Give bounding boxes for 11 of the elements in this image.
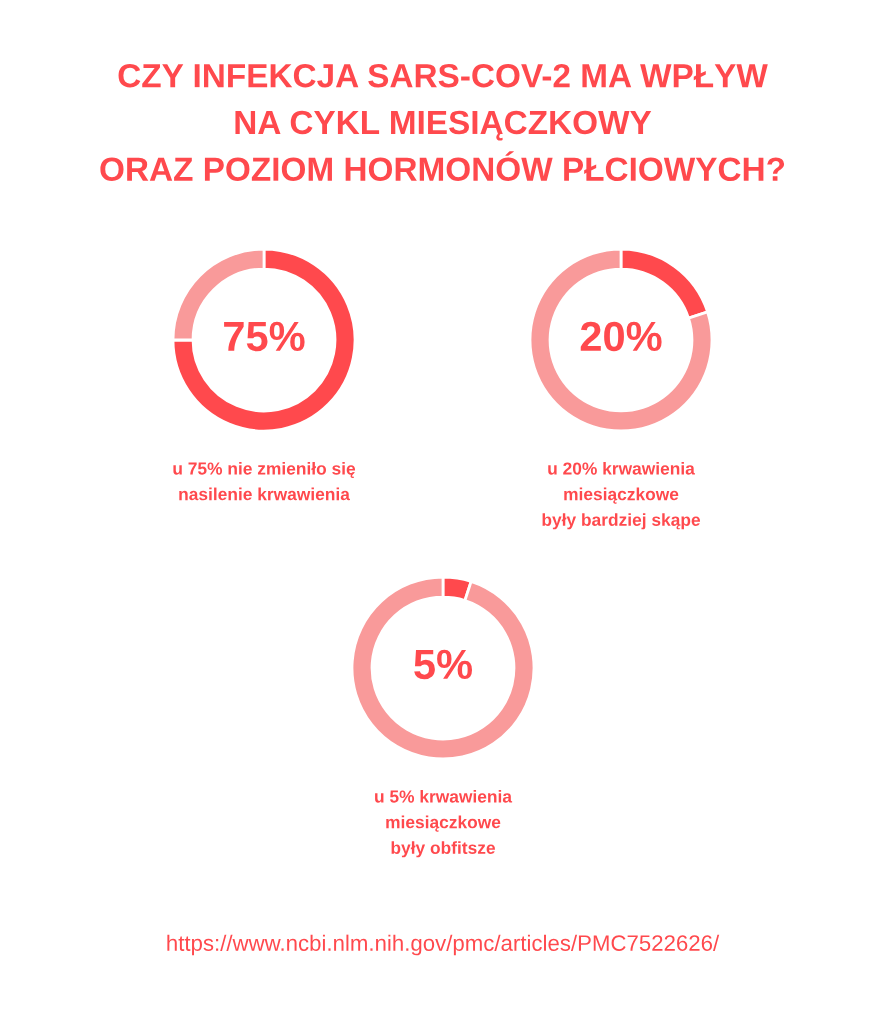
text: CZY INFEKCJA SARS-COV-2 MA WPŁYW NA CYKL MIESIĄCZKOWY ORAZ POZIOM HORMONÓW PŁCIOWYCH? (100, 63, 785, 182)
data-label: 20% (580, 321, 662, 352)
text: u 75% nie zmieniło się nasilenie krwawienia (173, 461, 356, 501)
data-label: 75% (224, 321, 305, 352)
text: u 5% krwawienia miesiączkowe były obfitsze (375, 789, 513, 858)
donut-slice (350, 575, 536, 761)
text: u 20% krwawienia miesiączkowe były bardziej skąpe (542, 461, 701, 530)
donut-slice (528, 247, 714, 433)
data-label: 5% (414, 649, 473, 680)
donut-slice (171, 247, 357, 433)
text: https://www.ncbi.nlm.nih.gov/pmc/articles/PMC7522626/ (167, 934, 720, 956)
